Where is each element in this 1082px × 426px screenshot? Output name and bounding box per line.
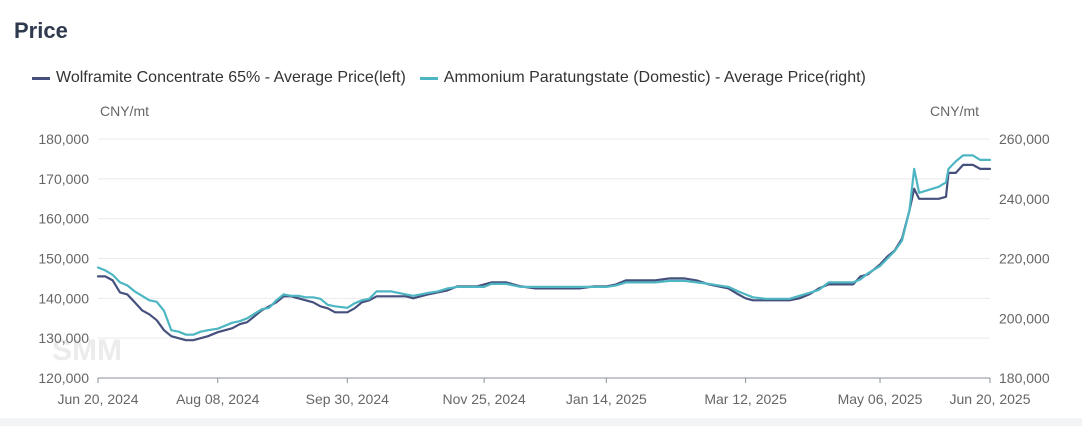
chart-title: Price [14, 18, 68, 43]
watermark-logo: SMM [52, 334, 122, 367]
left-axis-tick-label: 150,000 [38, 251, 89, 267]
legend-label-wolframite: Wolframite Concentrate 65% - Average Pri… [56, 69, 406, 86]
left-axis-tick-label: 140,000 [38, 290, 89, 306]
series-line-wolframite [96, 163, 992, 342]
left-axis-tick-label: 180,000 [38, 131, 89, 147]
right-axis-tick-label: 260,000 [999, 131, 1050, 147]
legend-swatch-apt [419, 76, 438, 80]
x-axis-tick-label: May 06, 2025 [838, 391, 923, 407]
left-axis-tick-label: 160,000 [38, 211, 89, 227]
bottom-divider [0, 418, 1082, 426]
right-axis-tick-label: 200,000 [999, 310, 1050, 326]
legend-item-wolframite[interactable]: Wolframite Concentrate 65% - Average Pri… [32, 69, 406, 87]
x-axis-tick-label: Mar 12, 2025 [704, 391, 787, 407]
legend-label-apt: Ammonium Paratungstate (Domestic) - Aver… [443, 69, 866, 86]
x-axis-tick-label: Aug 08, 2024 [176, 391, 260, 407]
left-axis-tick-label: 120,000 [38, 370, 89, 386]
right-axis-unit: CNY/mt [930, 103, 979, 119]
right-axis-tick-label: 180,000 [999, 370, 1050, 386]
series-line-apt [96, 154, 992, 336]
left-axis-tick-label: 130,000 [38, 330, 89, 346]
right-axis-tick-label: 240,000 [999, 191, 1050, 207]
x-axis-tick-label: Jan 14, 2025 [566, 391, 647, 407]
right-axis-tick-label: 220,000 [999, 251, 1050, 267]
left-axis-unit: CNY/mt [100, 103, 149, 119]
legend: Wolframite Concentrate 65% - Average Pri… [32, 69, 880, 87]
x-axis-tick-label: Sep 30, 2024 [306, 391, 390, 407]
legend-swatch-wolframite [32, 76, 50, 80]
x-axis-tick-label: Jun 20, 2024 [58, 391, 139, 407]
x-axis-tick-label: Nov 25, 2024 [442, 391, 525, 407]
left-axis-tick-label: 170,000 [38, 171, 89, 187]
x-axis-tick-label: Jun 20, 2025 [950, 391, 1031, 407]
legend-item-apt[interactable]: Ammonium Paratungstate (Domestic) - Aver… [419, 69, 866, 87]
